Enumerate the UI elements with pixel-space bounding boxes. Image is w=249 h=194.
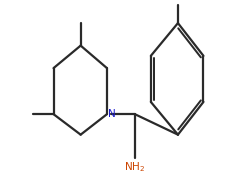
Text: N: N (108, 109, 116, 119)
Text: NH$_2$: NH$_2$ (124, 160, 145, 174)
